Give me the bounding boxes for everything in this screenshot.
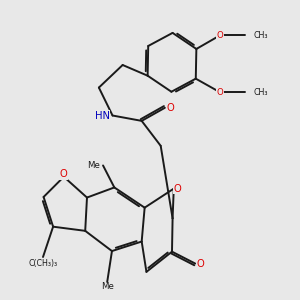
Text: CH₃: CH₃ [254,88,268,97]
Text: O: O [60,169,68,179]
Text: O: O [166,103,174,113]
Text: O: O [217,31,224,40]
Text: Me: Me [101,282,114,291]
Text: O: O [217,88,224,97]
Text: Me: Me [87,161,100,170]
Text: CH₃: CH₃ [254,31,268,40]
Text: C(CH₃)₃: C(CH₃)₃ [28,259,58,268]
Text: O: O [173,184,181,194]
Text: HN: HN [94,110,110,121]
Text: O: O [197,259,204,269]
